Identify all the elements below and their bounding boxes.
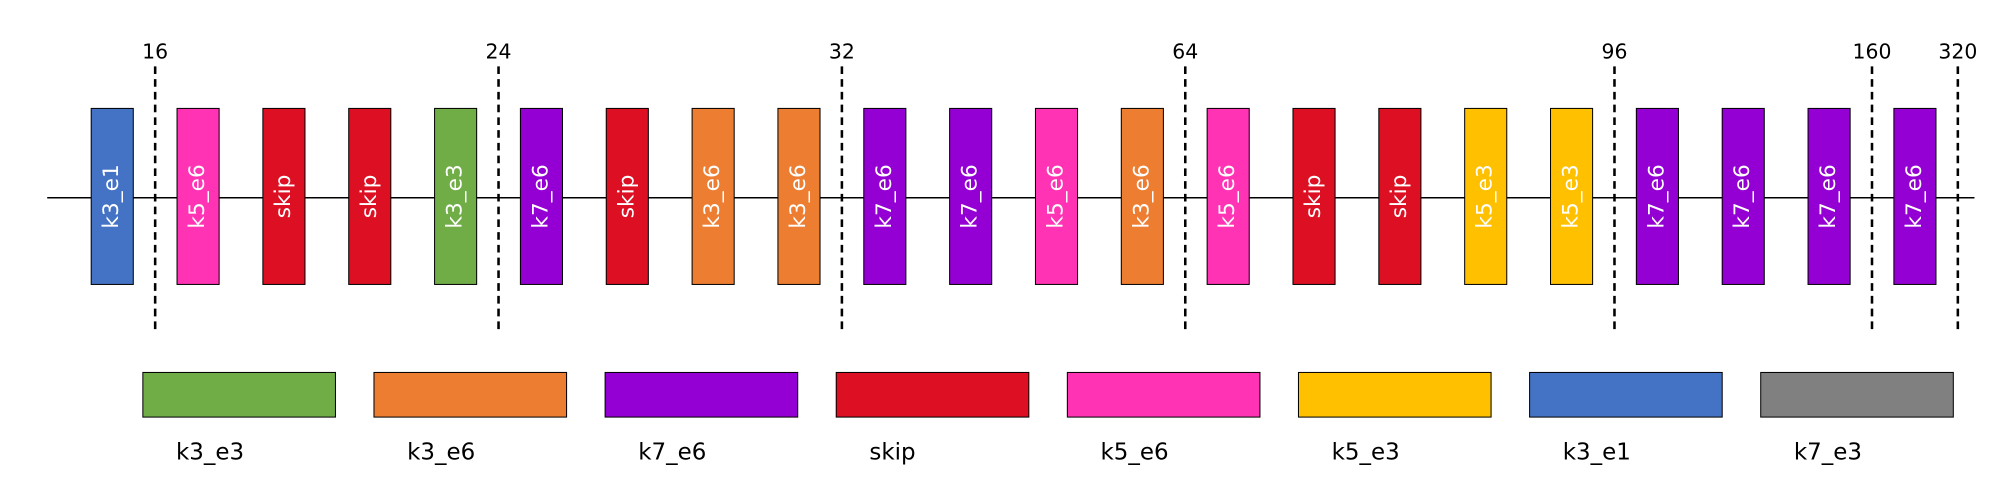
- op-block: [863, 107, 907, 285]
- op-block: [1807, 107, 1851, 285]
- legend-swatch: [1297, 371, 1492, 418]
- op-label: k3_e6: [700, 164, 725, 228]
- op-label: k3_e6: [1129, 164, 1154, 228]
- op-block: [1292, 107, 1336, 285]
- op-label: k5_e3: [1559, 164, 1584, 228]
- op-block: [777, 107, 821, 285]
- op-label: k5_e3: [1473, 164, 1498, 228]
- op-label: skip: [1387, 175, 1412, 219]
- op-label: k5_e6: [185, 164, 210, 228]
- stage-channels: 16: [142, 39, 168, 63]
- stage-channels: 64: [1172, 39, 1198, 63]
- op-label: k7_e6: [1730, 164, 1755, 228]
- stage-channels: 24: [486, 39, 512, 63]
- op-block: [434, 107, 478, 285]
- legend-swatch: [373, 371, 568, 418]
- op-block: [1378, 107, 1422, 285]
- op-label: k5_e6: [1215, 164, 1240, 228]
- stage-channels: 96: [1602, 39, 1628, 63]
- op-block: [1893, 107, 1937, 285]
- op-block: [691, 107, 735, 285]
- legend-label: skip: [869, 439, 915, 465]
- legend-label: k7_e6: [638, 439, 706, 465]
- op-block: [1120, 107, 1164, 285]
- op-label: k7_e6: [1902, 164, 1927, 228]
- legend-swatch: [604, 371, 799, 418]
- op-label: k5_e6: [1044, 164, 1069, 228]
- legend-label: k3_e6: [407, 439, 475, 465]
- op-block: [519, 107, 564, 285]
- legend-label: k3_e3: [176, 439, 244, 465]
- op-label: k3_e6: [786, 164, 811, 228]
- op-label: k7_e6: [528, 164, 553, 228]
- op-label: k7_e6: [872, 164, 897, 228]
- op-block: [90, 107, 134, 285]
- legend-label: k5_e3: [1332, 439, 1400, 465]
- op-block: [949, 107, 993, 285]
- op-label: skip: [1301, 175, 1326, 219]
- op-label: skip: [614, 175, 639, 219]
- legend-swatch: [1066, 371, 1261, 418]
- legend-label: k3_e1: [1563, 439, 1631, 465]
- op-block: [1034, 107, 1079, 285]
- legend-swatch: [1760, 371, 1954, 418]
- op-block: [1635, 107, 1679, 285]
- op-label: k3_e3: [443, 164, 468, 228]
- legend-swatch: [1529, 371, 1723, 418]
- stage-channels: 320: [1938, 39, 1977, 63]
- op-block: [1206, 107, 1250, 285]
- op-label: k7_e6: [1644, 164, 1669, 228]
- stage-channels: 32: [829, 39, 855, 63]
- op-block: [1721, 107, 1765, 285]
- op-label: k7_e6: [1816, 164, 1841, 228]
- stage-channels: 160: [1853, 39, 1892, 63]
- op-block: [262, 107, 306, 285]
- op-label: k7_e6: [958, 164, 983, 228]
- op-label: k3_e1: [99, 164, 124, 228]
- op-block: [1549, 107, 1594, 285]
- op-label: skip: [271, 175, 296, 219]
- op-block: [1464, 107, 1508, 285]
- op-block: [348, 107, 392, 285]
- legend-label: k5_e6: [1101, 439, 1169, 465]
- legend-swatch: [142, 371, 336, 418]
- legend-label: k7_e3: [1794, 439, 1862, 465]
- op-block: [605, 107, 649, 285]
- op-label: skip: [357, 175, 382, 219]
- op-block: [176, 107, 220, 285]
- legend-swatch: [835, 371, 1030, 418]
